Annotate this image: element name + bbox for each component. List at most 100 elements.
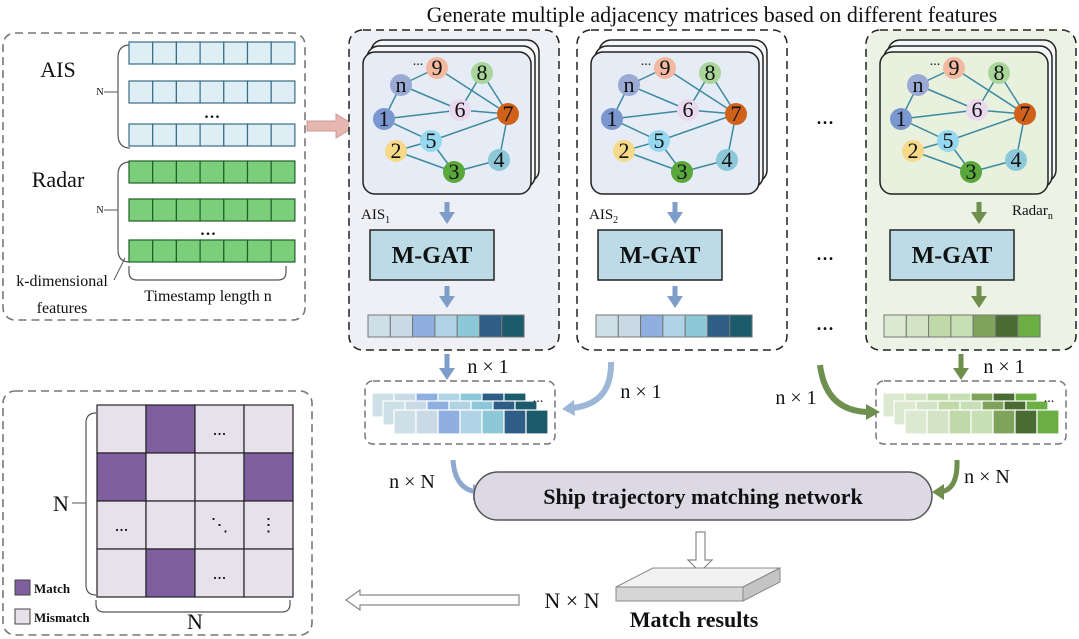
vector-cell [928, 314, 952, 338]
stack-dots: ... [1044, 391, 1055, 406]
graph-node-label: 8 [994, 60, 1005, 85]
kdim-label-line1: k-dimensional [16, 273, 108, 290]
stack-cell [1014, 409, 1038, 435]
graph-dots: ... [930, 54, 941, 69]
feature-cell [152, 80, 177, 104]
graph-node-label: 7 [1020, 101, 1031, 126]
stack-cell [525, 409, 549, 435]
feature-cell [246, 239, 272, 263]
vector-cell [501, 314, 525, 338]
vector-cell [905, 314, 930, 338]
mgat-label: M-GAT [620, 243, 701, 269]
feature-cell [128, 80, 154, 104]
graph-node-label: 7 [731, 101, 742, 126]
feature-cell [175, 239, 201, 263]
graph-node-label: n [913, 72, 924, 97]
graph-node [618, 74, 640, 96]
stack-cell [904, 409, 928, 435]
graph-node [390, 74, 412, 96]
feature-cell [199, 160, 225, 184]
graph-node [420, 130, 442, 152]
feature-cell [223, 160, 249, 184]
legend-match-label: Match [34, 581, 71, 596]
right-nN-label: n × N [964, 466, 1010, 488]
graph-node-label: 9 [660, 55, 671, 80]
graph-node [1014, 103, 1036, 125]
stack-cell [481, 409, 505, 435]
vector-cell [640, 314, 664, 338]
matrix-row-label: N [53, 491, 69, 516]
ais-stacked-features: ... [364, 380, 556, 445]
graph-node-label: 6 [972, 97, 983, 122]
stack-cell [437, 409, 461, 435]
feature-cell [152, 41, 177, 65]
network-label: Ship trajectory matching network [543, 484, 863, 509]
legend-match-swatch [14, 579, 31, 596]
graph-node-label: 5 [654, 128, 665, 153]
stack-cell [393, 409, 417, 435]
ais1-n1-label: n × 1 [467, 356, 508, 378]
input-to-ais1-arrow [306, 113, 357, 139]
feature-cell [128, 123, 154, 147]
radarn-n1-label: n × 1 [983, 356, 1024, 378]
vector-cell [479, 314, 503, 338]
vector-cell [1017, 314, 1041, 338]
feature-cell [270, 80, 296, 104]
graph-node-label: 1 [379, 106, 390, 131]
graph-dots: ... [641, 54, 652, 69]
mgat-box [597, 229, 723, 281]
mismatch-cell [194, 548, 245, 598]
feature-cell [270, 41, 296, 65]
match-cell [145, 404, 196, 454]
stack-cell [948, 409, 972, 435]
graph-node-label: n [624, 72, 635, 97]
feature-cell [128, 239, 154, 263]
graph-node-label: 6 [683, 97, 694, 122]
graph-node [907, 74, 929, 96]
vector-cell [412, 314, 436, 338]
graph-node [677, 99, 699, 121]
graph-node [613, 140, 635, 162]
graph-node-label: 2 [619, 138, 630, 163]
graph-node-label: 2 [391, 138, 402, 163]
vector-cell [434, 314, 458, 338]
matrix-ellipsis: ... [213, 563, 227, 583]
feature-cell [270, 123, 296, 147]
feature-cell [246, 198, 272, 222]
feature-cell [199, 41, 225, 65]
matrix-col-label: N [187, 609, 203, 634]
timestamp-label: Timestamp length n [144, 288, 271, 305]
stack-cell [459, 409, 483, 435]
matrix-ellipsis: ... [115, 515, 129, 535]
graph-node [699, 62, 721, 84]
match-cell [243, 452, 294, 502]
graph-node [426, 57, 448, 79]
result-label: Match results [630, 607, 759, 632]
ais2-n1-label: n × 1 [620, 381, 661, 403]
graph-ais1: n9 86 7 1 52 3 4... [373, 54, 519, 184]
ellipsis-mgat: ... [816, 240, 834, 266]
graph-node-label: n [396, 72, 407, 97]
graph-node [937, 130, 959, 152]
graph-node [1005, 149, 1027, 171]
result-size-label: N × N [544, 588, 599, 613]
graph-node [988, 62, 1010, 84]
graph-node-label: 3 [449, 159, 460, 184]
graph-node [902, 140, 924, 162]
graph-node [443, 161, 465, 183]
match-matrix-box: ...... ⋱ ⋮... N N Match Mismatch [2, 390, 313, 636]
mgat-label: M-GAT [392, 243, 473, 269]
mgat-box [889, 229, 1015, 281]
graph-node-label: 5 [943, 128, 954, 153]
match-matrix-grid: ...... ⋱ ⋮... [96, 404, 294, 598]
mismatch-cell [145, 500, 196, 550]
stack-cell [503, 409, 527, 435]
mismatch-cell [194, 452, 245, 502]
matching-network: Ship trajectory matching network [473, 471, 933, 521]
vector-cell [729, 314, 753, 338]
input-features-box: AIS Radar N N ... ... k-dimensional feat… [2, 32, 306, 321]
